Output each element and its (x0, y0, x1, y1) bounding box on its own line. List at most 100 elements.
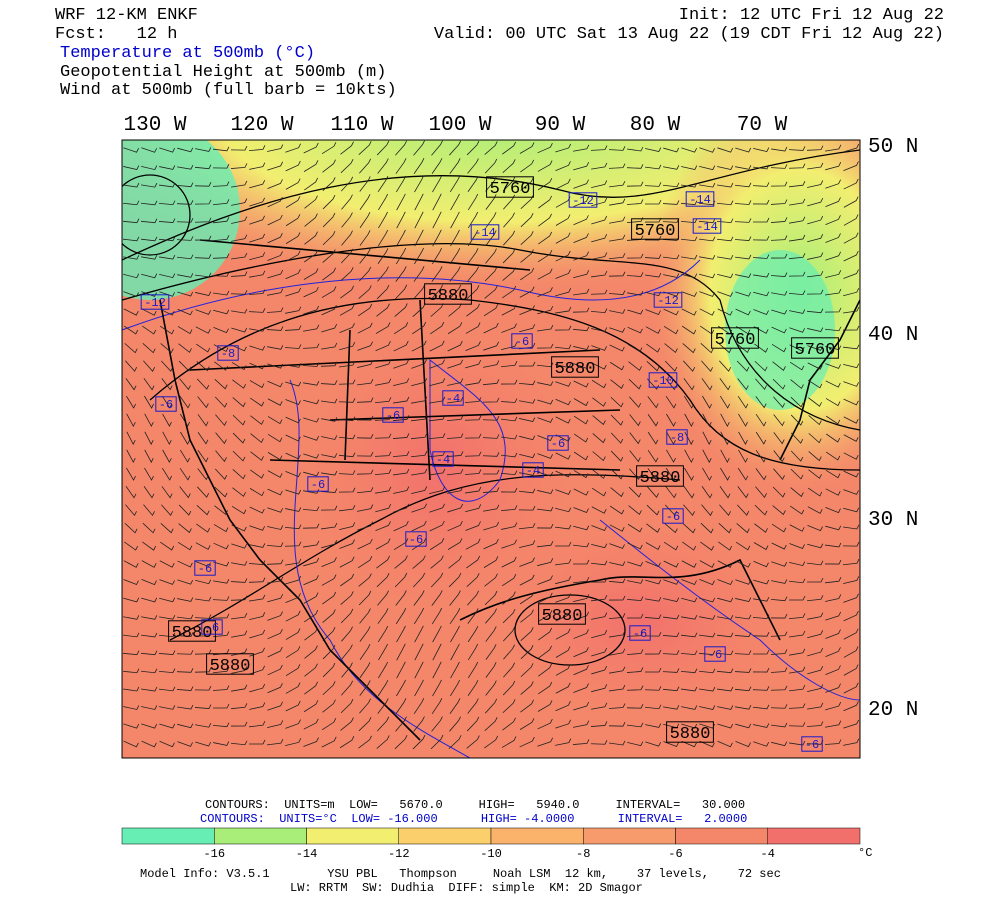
wind-barb (195, 542, 211, 550)
wind-barb (753, 309, 769, 316)
wind-barb (720, 449, 730, 464)
wind-barb (647, 378, 660, 390)
wind-barb (645, 272, 662, 278)
wind-barb (770, 235, 788, 241)
wind-barb (484, 573, 498, 587)
wind-barb (609, 684, 626, 692)
wind-barb (160, 523, 174, 534)
wind-barb (231, 505, 247, 515)
wind-barb (609, 740, 626, 746)
wind-barb (824, 559, 842, 565)
wind-barb (249, 252, 266, 261)
wind-barb (843, 489, 859, 495)
wind-barb (555, 646, 571, 658)
wind-barb (429, 378, 446, 387)
wind-barb (447, 538, 463, 550)
wind-barb (807, 197, 824, 207)
wind-barb (250, 469, 265, 479)
wind-barb (322, 212, 336, 228)
wind-barb (231, 684, 248, 692)
wind-barb (177, 147, 194, 153)
wind-barb (771, 561, 787, 567)
wind-barb (432, 625, 442, 643)
wind-barb (501, 539, 517, 549)
wind-barb (626, 613, 644, 619)
wind-barb (178, 523, 192, 534)
wind-barb (123, 182, 140, 188)
height-label-text: 5760 (795, 341, 836, 360)
wind-barb (376, 735, 390, 749)
wind-barb (825, 665, 841, 675)
wind-barb (789, 344, 805, 352)
wind-barb (519, 736, 535, 748)
wind-barb (322, 230, 336, 246)
wind-barb (431, 266, 443, 282)
wind-barb (825, 647, 841, 658)
wind-barb (450, 625, 460, 643)
wind-barb (302, 343, 320, 349)
wind-barb (322, 194, 336, 210)
wind-barb (359, 230, 371, 246)
wind-barb (626, 685, 644, 691)
wind-barb (770, 704, 788, 709)
wind-barb (699, 723, 716, 729)
wind-barb (177, 579, 194, 585)
wind-barb (359, 194, 371, 210)
wind-barb (321, 717, 337, 731)
wind-barb (773, 414, 785, 427)
wind-barb (448, 735, 462, 750)
wind-barb (573, 197, 589, 208)
wind-barb (213, 524, 229, 533)
wind-barb (394, 303, 408, 317)
wind-barb (772, 505, 786, 516)
wind-barb (231, 524, 247, 532)
wind-barb (573, 542, 590, 548)
wind-barb (231, 180, 248, 188)
wind-barb (339, 323, 355, 334)
wind-barb (843, 269, 859, 279)
wind-barb (662, 182, 680, 188)
wind-barb (591, 543, 608, 549)
wind-barb (717, 291, 733, 297)
wind-barb (773, 432, 785, 445)
wind-barb (338, 487, 356, 493)
wind-barb (699, 165, 716, 171)
wind-barb (250, 397, 265, 407)
wind-barb (825, 451, 841, 461)
wind-barb (808, 397, 822, 407)
wind-barb (285, 160, 301, 172)
wind-barb (735, 325, 751, 335)
wind-barb (161, 486, 173, 499)
wind-barb (231, 630, 248, 638)
wind-barb (482, 379, 500, 386)
wind-barb (447, 468, 464, 476)
wind-barb (591, 252, 608, 260)
wind-barb (159, 147, 176, 153)
wind-barb (555, 576, 572, 585)
wind-barb (375, 322, 391, 334)
wind-barb (608, 722, 626, 727)
temp-label: -12 (568, 192, 598, 208)
wind-barb (339, 360, 356, 368)
wind-barb (825, 507, 841, 514)
wind-barb (717, 560, 733, 568)
wind-barb (195, 596, 212, 602)
wind-barb (177, 560, 193, 568)
wind-barb (843, 344, 860, 350)
wind-barb (285, 719, 301, 729)
wind-barb (790, 487, 804, 498)
wind-barb (322, 626, 336, 642)
wind-barb (140, 650, 158, 656)
wind-barb (195, 579, 212, 585)
latitude-label: 50 N (868, 136, 918, 159)
wind-barb (176, 632, 194, 637)
wind-barb (122, 200, 140, 206)
wind-barb (162, 449, 172, 463)
wind-barb (573, 647, 589, 658)
wind-barb (413, 158, 425, 174)
wind-barb (396, 229, 406, 247)
wind-barb (214, 396, 228, 408)
wind-barb (377, 698, 389, 714)
wind-barb (432, 661, 442, 679)
wind-barb (232, 379, 246, 389)
